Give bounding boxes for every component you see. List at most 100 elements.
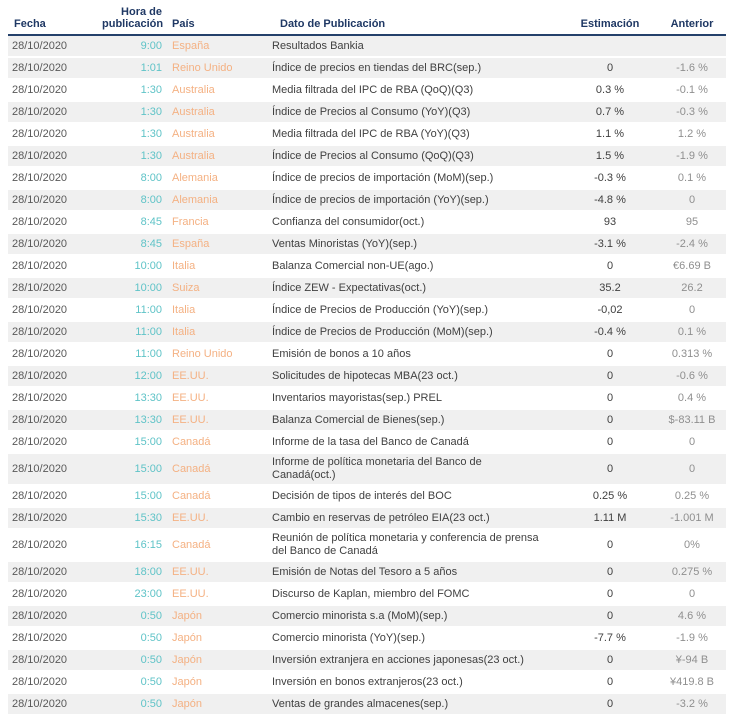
date-cell: 28/10/2020 <box>8 299 102 322</box>
country-cell: Francia <box>162 211 262 234</box>
column-header-pais: País <box>162 4 262 36</box>
date-cell: 28/10/2020 <box>8 145 102 168</box>
estimate-cell: 1.5 % <box>562 145 658 168</box>
event-cell: Comercio minorista (YoY)(sep.) <box>262 627 562 650</box>
previous-cell: 0% <box>658 529 726 562</box>
event-cell: Decisión de tipos de interés del BOC <box>262 485 562 508</box>
country-cell: Canadá <box>162 453 262 486</box>
date-cell: 28/10/2020 <box>8 101 102 124</box>
date-cell: 28/10/2020 <box>8 255 102 278</box>
table-row: 28/10/2020 15:00 Canadá Informe de política… <box>8 453 726 486</box>
estimate-cell: 35.2 <box>562 277 658 300</box>
table-row: 28/10/2020 11:00 Italia Índice de Precios d… <box>8 299 726 322</box>
table-row: 28/10/2020 8:00 Alemania Índice de precios … <box>8 189 726 212</box>
country-cell: EE.UU. <box>162 561 262 584</box>
event-cell: Confianza del consumidor(oct.) <box>262 211 562 234</box>
event-cell: Índice de Precios al Consumo (YoY)(Q3) <box>262 101 562 124</box>
date-cell: 28/10/2020 <box>8 693 102 716</box>
estimate-cell: 1.11 M <box>562 507 658 530</box>
time-cell: 8:00 <box>102 189 162 212</box>
time-cell: 15:30 <box>102 507 162 530</box>
date-cell: 28/10/2020 <box>8 583 102 606</box>
event-cell: Balanza Comercial de Bienes(sep.) <box>262 409 562 432</box>
time-cell: 1:30 <box>102 145 162 168</box>
time-cell: 11:00 <box>102 321 162 344</box>
country-cell: EE.UU. <box>162 583 262 606</box>
event-cell: Informe de política monetaria del Banco … <box>262 453 562 486</box>
estimate-cell: 0 <box>562 649 658 672</box>
estimate-cell: -0,02 <box>562 299 658 322</box>
country-cell: EE.UU. <box>162 507 262 530</box>
event-cell: Media filtrada del IPC de RBA (QoQ)(Q3) <box>262 79 562 102</box>
estimate-cell: 0 <box>562 57 658 80</box>
time-cell: 0:50 <box>102 649 162 672</box>
country-cell: Australia <box>162 145 262 168</box>
estimate-cell: -4.8 % <box>562 189 658 212</box>
event-cell: Emisión de bonos a 10 años <box>262 343 562 366</box>
table-header: Fecha Hora de publicación País Dato de P… <box>8 4 726 36</box>
estimate-cell: 1.1 % <box>562 123 658 146</box>
event-cell: Cambio en reservas de petróleo EIA(23 oc… <box>262 507 562 530</box>
economic-calendar-table: Fecha Hora de publicación País Dato de P… <box>8 4 726 716</box>
country-cell: Reino Unido <box>162 57 262 80</box>
time-cell: 13:30 <box>102 387 162 410</box>
table-row: 28/10/2020 11:00 Italia Índice de Precios d… <box>8 321 726 344</box>
estimate-cell: 0.3 % <box>562 79 658 102</box>
event-cell: Inventarios mayoristas(sep.) PREL <box>262 387 562 410</box>
previous-cell: 0 <box>658 299 726 322</box>
time-cell: 23:00 <box>102 583 162 606</box>
country-cell: EE.UU. <box>162 409 262 432</box>
table-row: 28/10/2020 0:50 Japón Inversión extranjera … <box>8 649 726 672</box>
table-row: 28/10/2020 10:00 Italia Balanza Comercial n… <box>8 255 726 278</box>
time-cell: 1:30 <box>102 123 162 146</box>
table-row: 28/10/2020 0:50 Japón Inversión en bonos ex… <box>8 671 726 694</box>
time-cell: 15:00 <box>102 431 162 454</box>
country-cell: España <box>162 35 262 58</box>
country-cell: Japón <box>162 627 262 650</box>
estimate-cell: 0 <box>562 343 658 366</box>
country-cell: Japón <box>162 649 262 672</box>
time-cell: 0:50 <box>102 693 162 716</box>
previous-cell: ¥419.8 B <box>658 671 726 694</box>
table-row: 28/10/2020 1:30 Australia Índice de Precios… <box>8 101 726 124</box>
table-row: 28/10/2020 0:50 Japón Ventas de grandes alm… <box>8 693 726 716</box>
event-cell: Índice de precios de importación (YoY)(s… <box>262 189 562 212</box>
column-header-anterior: Anterior <box>658 4 726 36</box>
previous-cell: 4.6 % <box>658 605 726 628</box>
date-cell: 28/10/2020 <box>8 529 102 562</box>
time-cell: 1:30 <box>102 101 162 124</box>
country-cell: Italia <box>162 321 262 344</box>
country-cell: Japón <box>162 671 262 694</box>
date-cell: 28/10/2020 <box>8 453 102 486</box>
country-cell: Japón <box>162 693 262 716</box>
event-cell: Comercio minorista s.a (MoM)(sep.) <box>262 605 562 628</box>
time-cell: 11:00 <box>102 343 162 366</box>
date-cell: 28/10/2020 <box>8 507 102 530</box>
time-cell: 10:00 <box>102 255 162 278</box>
country-cell: Italia <box>162 255 262 278</box>
estimate-cell: 0 <box>562 693 658 716</box>
time-cell: 16:15 <box>102 529 162 562</box>
table-row: 28/10/2020 1:30 Australia Índice de Precios… <box>8 145 726 168</box>
country-cell: España <box>162 233 262 256</box>
previous-cell: 0 <box>658 583 726 606</box>
table-row: 28/10/2020 11:00 Reino Unido Emisión de bon… <box>8 343 726 366</box>
estimate-cell: -0.4 % <box>562 321 658 344</box>
event-cell: Discurso de Kaplan, miembro del FOMC <box>262 583 562 606</box>
estimate-cell: 0.25 % <box>562 485 658 508</box>
time-cell: 0:50 <box>102 671 162 694</box>
time-cell: 18:00 <box>102 561 162 584</box>
table-header-row: Fecha Hora de publicación País Dato de P… <box>8 4 726 36</box>
country-cell: Canadá <box>162 431 262 454</box>
previous-cell <box>658 35 726 58</box>
country-cell: Canadá <box>162 485 262 508</box>
previous-cell: -1.9 % <box>658 627 726 650</box>
previous-cell: 95 <box>658 211 726 234</box>
time-cell: 0:50 <box>102 605 162 628</box>
country-cell: Italia <box>162 299 262 322</box>
date-cell: 28/10/2020 <box>8 409 102 432</box>
previous-cell: 0.25 % <box>658 485 726 508</box>
country-cell: EE.UU. <box>162 387 262 410</box>
previous-cell: 0.275 % <box>658 561 726 584</box>
country-cell: Reino Unido <box>162 343 262 366</box>
